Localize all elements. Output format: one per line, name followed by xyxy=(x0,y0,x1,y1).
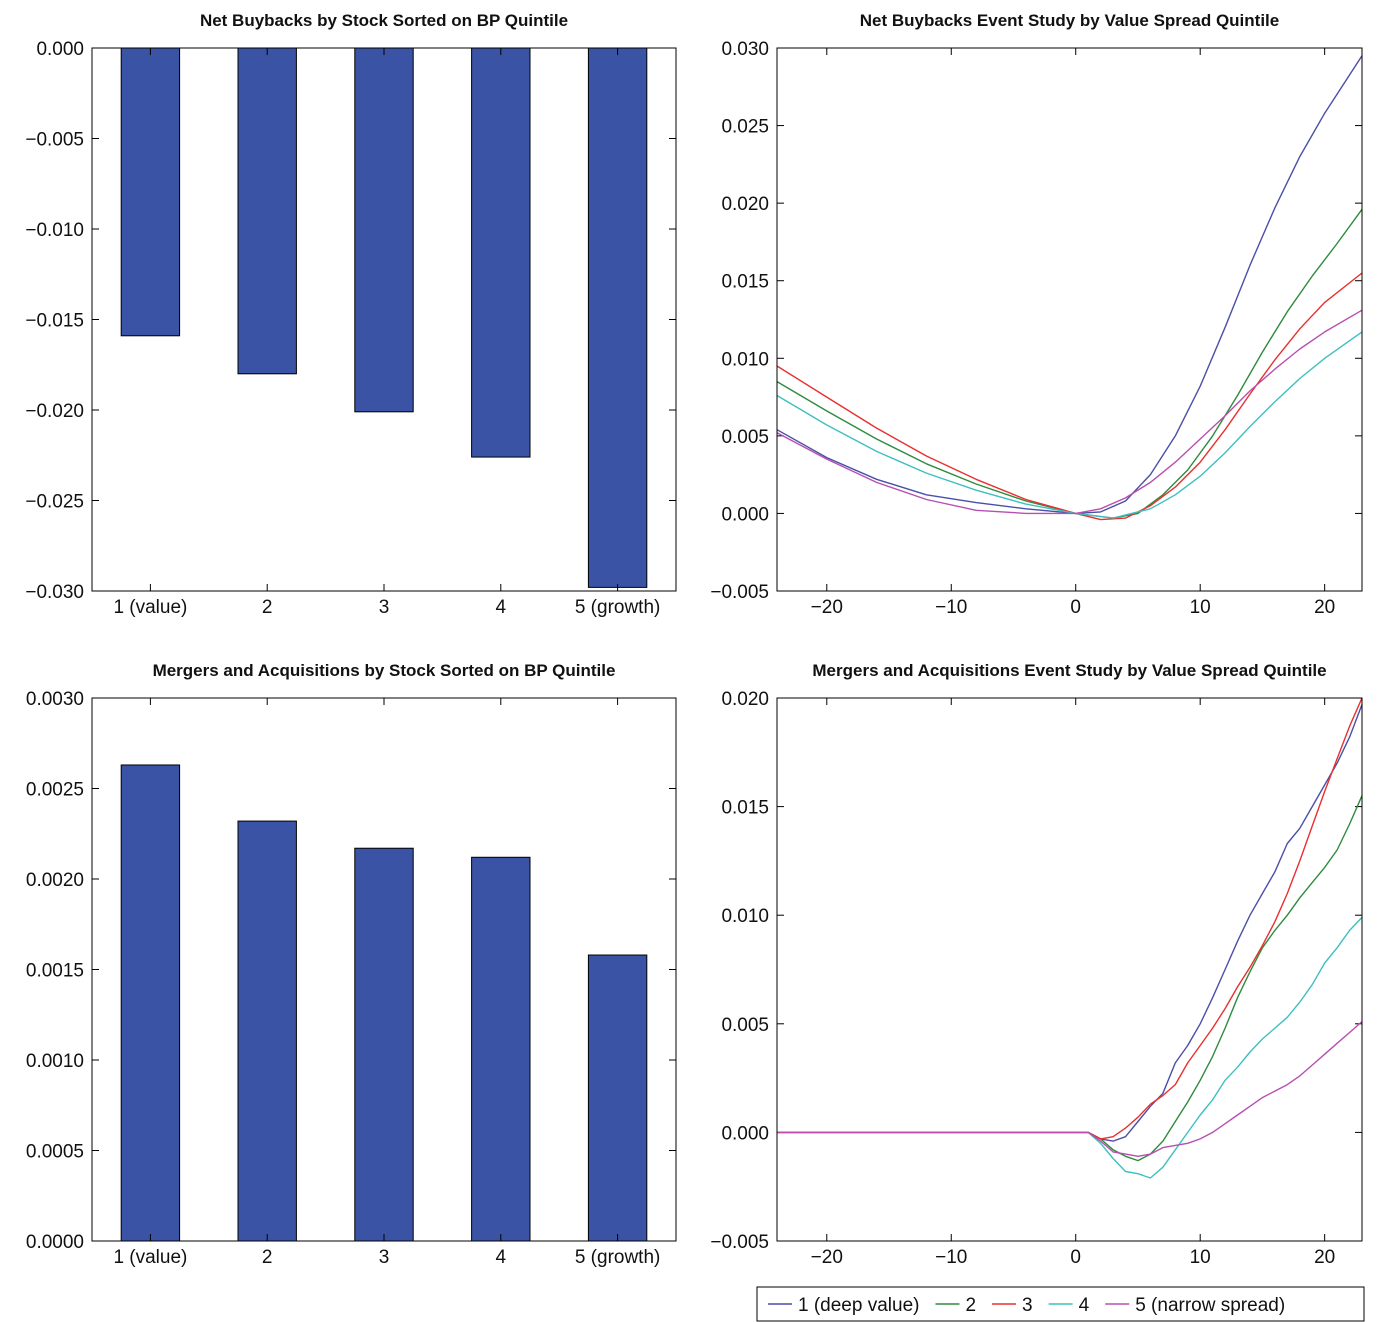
y-tick-label: 0.0005 xyxy=(26,1142,84,1163)
x-tick-label: 1 (value) xyxy=(113,1247,187,1268)
y-tick-label: −0.025 xyxy=(25,492,84,513)
y-tick-label: −0.015 xyxy=(25,311,84,332)
bar xyxy=(120,47,181,337)
y-tick-label: 0.0010 xyxy=(26,1051,84,1072)
y-tick-label: 0.005 xyxy=(721,427,769,448)
plot-frame xyxy=(776,697,1363,1242)
x-tick-label: 0 xyxy=(1070,597,1081,618)
y-tick-label: 0.0030 xyxy=(26,689,84,710)
chart-panel-1: Net Buybacks by Stock Sorted on BP Quint… xyxy=(25,11,677,618)
y-tick-label: −0.005 xyxy=(710,1232,769,1253)
y-tick-label: 0.010 xyxy=(721,349,769,370)
x-tick-label: 10 xyxy=(1190,597,1211,618)
x-tick-label: −10 xyxy=(935,597,967,618)
legend: 1 (deep value) 2 3 4 5 (narrow spread) xyxy=(756,1286,1365,1322)
y-tick-label: 0.0000 xyxy=(26,1232,84,1253)
y-tick-label: 0.015 xyxy=(721,272,769,293)
x-tick-label: −10 xyxy=(935,1247,967,1268)
chart-panel-2: Net Buybacks Event Study by Value Spread… xyxy=(710,11,1363,618)
bar xyxy=(587,47,648,588)
y-tick-label: 0.030 xyxy=(721,39,769,60)
chart-title: Net Buybacks Event Study by Value Spread… xyxy=(860,11,1279,30)
x-tick-label: 2 xyxy=(262,597,273,618)
bar xyxy=(354,847,414,1242)
series-line xyxy=(777,704,1363,1142)
x-tick-label: −20 xyxy=(811,1247,843,1268)
bar xyxy=(237,47,297,375)
x-tick-label: 5 (growth) xyxy=(575,597,661,618)
x-tick-label: 3 xyxy=(379,597,390,618)
y-tick-label: 0.000 xyxy=(721,504,769,525)
x-tick-label: 5 (growth) xyxy=(575,1247,661,1268)
legend-label: 4 xyxy=(1079,1295,1090,1316)
y-tick-label: −0.010 xyxy=(25,220,84,241)
chart-panel-4: Mergers and Acquisitions Event Study by … xyxy=(710,661,1365,1322)
x-tick-label: 4 xyxy=(496,1247,507,1268)
x-tick-label: 20 xyxy=(1314,1247,1335,1268)
plot-frame xyxy=(91,697,677,1242)
x-tick-label: 3 xyxy=(379,1247,390,1268)
y-tick-label: −0.005 xyxy=(25,130,84,151)
x-tick-label: 20 xyxy=(1314,597,1335,618)
y-tick-label: 0.010 xyxy=(721,906,769,927)
y-tick-label: 0.000 xyxy=(721,1123,769,1144)
series-line xyxy=(777,795,1363,1162)
series-line xyxy=(776,55,1363,515)
y-tick-label: 0.005 xyxy=(721,1015,769,1036)
chart-panel-3: Mergers and Acquisitions by Stock Sorted… xyxy=(26,661,677,1268)
bar xyxy=(471,47,531,458)
bar xyxy=(587,954,648,1242)
bar xyxy=(120,764,181,1242)
series-line xyxy=(777,1021,1363,1157)
y-tick-label: 0.015 xyxy=(721,798,769,819)
legend-label: 2 xyxy=(965,1295,976,1316)
y-tick-label: 0.0015 xyxy=(26,961,84,982)
y-tick-label: −0.005 xyxy=(710,582,769,603)
x-tick-label: 1 (value) xyxy=(113,597,187,618)
bar xyxy=(354,47,414,413)
bar xyxy=(237,820,297,1242)
legend-label: 3 xyxy=(1022,1295,1033,1316)
legend-label: 5 (narrow spread) xyxy=(1135,1295,1285,1316)
series-line xyxy=(777,697,1363,1140)
chart-title: Mergers and Acquisitions Event Study by … xyxy=(812,661,1326,680)
y-tick-label: 0.000 xyxy=(36,39,84,60)
y-tick-label: 0.025 xyxy=(721,117,769,138)
x-tick-label: 2 xyxy=(262,1247,273,1268)
legend-label: 1 (deep value) xyxy=(798,1295,919,1316)
series-line xyxy=(777,916,1363,1179)
x-tick-label: −20 xyxy=(811,597,843,618)
plot-frame xyxy=(91,47,677,592)
y-tick-label: −0.030 xyxy=(25,582,84,603)
x-tick-label: 10 xyxy=(1190,1247,1211,1268)
series-line xyxy=(776,208,1363,519)
y-tick-label: 0.0020 xyxy=(26,870,84,891)
y-tick-label: 0.0025 xyxy=(26,780,84,801)
chart-title: Net Buybacks by Stock Sorted on BP Quint… xyxy=(200,11,568,30)
y-tick-label: 0.020 xyxy=(721,689,769,710)
bar xyxy=(471,856,531,1242)
x-tick-label: 0 xyxy=(1070,1247,1081,1268)
series-line xyxy=(776,331,1363,519)
chart-title: Mergers and Acquisitions by Stock Sorted… xyxy=(153,661,616,680)
y-tick-label: −0.020 xyxy=(25,401,84,422)
x-tick-label: 4 xyxy=(496,597,507,618)
y-tick-label: 0.020 xyxy=(721,194,769,215)
series-line xyxy=(776,309,1363,515)
plot-frame xyxy=(776,47,1363,592)
series-line xyxy=(776,272,1363,521)
